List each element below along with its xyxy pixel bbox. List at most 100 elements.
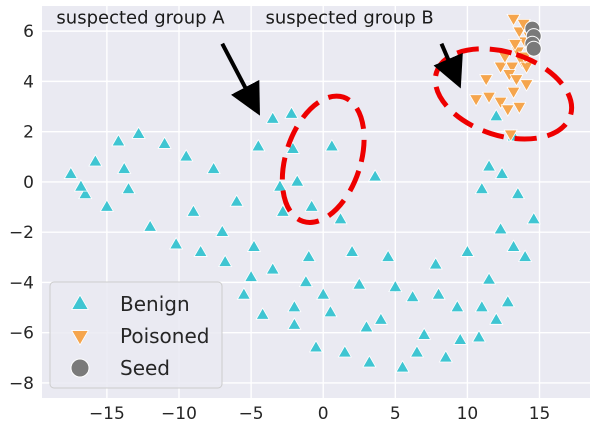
poisoned-point xyxy=(506,86,521,100)
benign-point xyxy=(285,141,301,154)
benign-point xyxy=(500,294,515,308)
benign-point xyxy=(405,289,420,303)
benign-point xyxy=(324,138,339,152)
benign-point xyxy=(359,319,374,333)
benign-point xyxy=(215,224,230,237)
legend-label-poisoned: Poisoned xyxy=(120,324,209,348)
benign-point xyxy=(333,211,348,225)
y-tick-label: −8 xyxy=(9,374,34,394)
benign-point xyxy=(301,249,316,262)
legend-box xyxy=(49,281,223,389)
poisoned-point xyxy=(493,61,508,75)
benign-point xyxy=(510,186,526,200)
benign-point xyxy=(489,312,504,325)
poisoned-point xyxy=(519,61,534,75)
seed-point xyxy=(525,40,542,57)
poisoned-point xyxy=(512,101,527,115)
y-tick-label: −2 xyxy=(9,223,34,243)
benign-point xyxy=(506,239,521,252)
benign-point xyxy=(251,138,266,152)
y-tick-label: 6 xyxy=(23,22,34,42)
benign-point xyxy=(111,133,126,147)
series-seed xyxy=(524,20,542,57)
poisoned-point xyxy=(481,91,497,105)
poisoned-point xyxy=(500,104,515,117)
poisoned-point xyxy=(507,39,523,52)
benign-point xyxy=(460,244,475,257)
annotation-text: suspected group A xyxy=(56,8,225,29)
x-tick-label: 0 xyxy=(318,404,329,424)
poisoned-point xyxy=(468,94,484,107)
benign-point xyxy=(409,344,425,358)
y-tick-label: 4 xyxy=(23,72,34,92)
benign-point xyxy=(243,269,259,282)
benign-point xyxy=(218,254,233,267)
poisoned-point xyxy=(509,74,524,87)
benign-point xyxy=(265,262,280,275)
benign-point xyxy=(99,199,115,212)
y-tick-label: −6 xyxy=(9,324,34,344)
benign-point xyxy=(474,299,489,313)
benign-point xyxy=(179,148,194,162)
benign-point xyxy=(474,181,489,195)
benign-point xyxy=(481,272,497,285)
y-tick-labels: −8 −6 −4 −2 0 2 4 6 xyxy=(9,22,34,394)
benign-point xyxy=(431,287,446,300)
benign-point xyxy=(78,186,93,200)
benign-point xyxy=(481,159,497,172)
benign-point xyxy=(450,299,465,313)
benign-point xyxy=(453,332,468,345)
benign-point xyxy=(284,106,299,119)
annotations: suspected group A suspected group B xyxy=(56,8,463,116)
x-tick-label: −15 xyxy=(89,404,125,424)
benign-point xyxy=(362,355,377,368)
legend-label-seed: Seed xyxy=(120,356,170,380)
benign-point xyxy=(265,111,280,124)
benign-point xyxy=(395,360,410,373)
benign-point xyxy=(73,179,89,192)
data-points xyxy=(63,13,542,373)
benign-point xyxy=(517,249,533,262)
benign-point xyxy=(428,257,443,270)
y-tick-label: −4 xyxy=(9,273,34,293)
benign-point xyxy=(272,179,288,192)
benign-point xyxy=(417,327,432,340)
benign-point xyxy=(275,204,290,217)
benign-point xyxy=(287,317,302,330)
annotation-arrow xyxy=(433,42,463,89)
benign-point xyxy=(246,239,262,252)
benign-point xyxy=(388,279,403,293)
benign-point xyxy=(236,287,252,300)
benign-point xyxy=(193,244,208,257)
poisoned-point xyxy=(503,129,518,142)
benign-point xyxy=(438,349,453,363)
legend-marker-poisoned xyxy=(71,330,89,346)
benign-point xyxy=(186,204,201,217)
poisoned-point xyxy=(504,61,520,75)
poisoned-point xyxy=(506,13,521,27)
x-tick-label: −10 xyxy=(161,404,197,424)
benign-point xyxy=(229,194,244,207)
y-tick-label: 2 xyxy=(23,123,34,143)
benign-point xyxy=(168,236,184,250)
benign-point xyxy=(121,181,136,195)
benign-point xyxy=(298,274,314,288)
highlight-ellipse xyxy=(279,93,367,225)
x-tick-label: −5 xyxy=(239,404,264,424)
x-tick-label: 5 xyxy=(390,404,401,424)
benign-point xyxy=(489,108,504,122)
annotation-arrow xyxy=(220,42,260,116)
legend-label-benign: Benign xyxy=(120,292,190,316)
benign-point xyxy=(255,307,270,320)
benign-point xyxy=(206,161,221,174)
x-tick-label: 15 xyxy=(529,404,551,424)
x-tick-labels: −15 −10 −5 0 5 10 15 xyxy=(89,404,550,424)
benign-point xyxy=(352,277,367,290)
legend-marker-seed xyxy=(70,358,90,378)
benign-point xyxy=(88,153,103,167)
x-tick-label: 10 xyxy=(457,404,479,424)
benign-point xyxy=(373,312,389,325)
poisoned-point xyxy=(519,79,534,92)
benign-point xyxy=(367,169,383,182)
